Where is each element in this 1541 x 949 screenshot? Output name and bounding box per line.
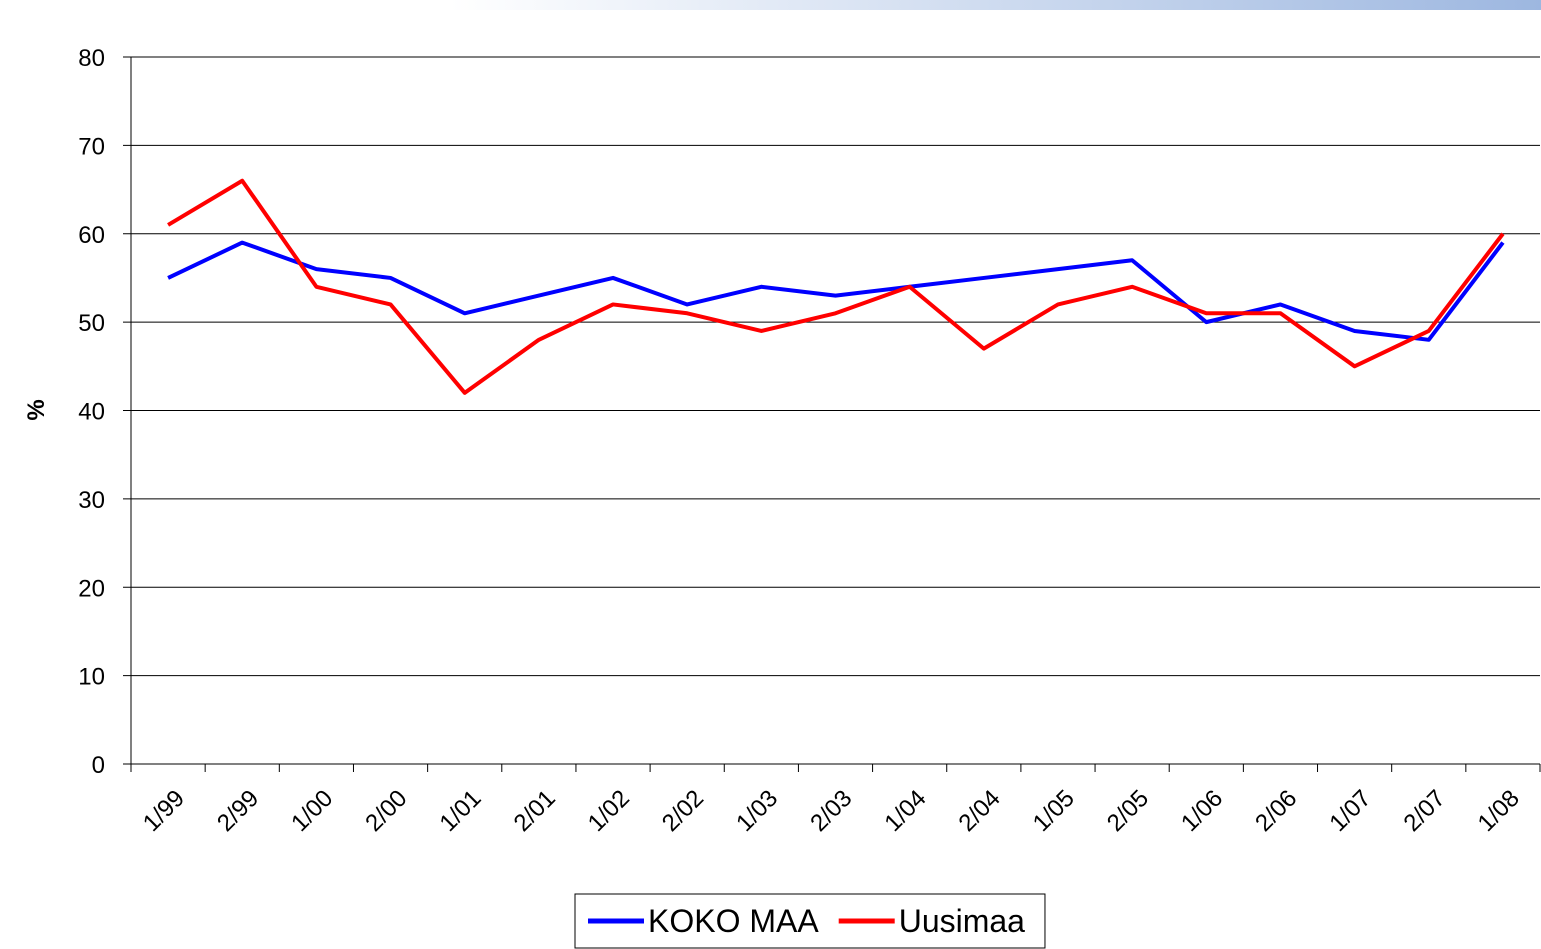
- y-tick-label: 70: [78, 133, 105, 160]
- y-tick-label: 0: [92, 752, 105, 779]
- x-tick-label: 1/06: [1176, 785, 1228, 837]
- legend: KOKO MAA Uusimaa: [574, 893, 1046, 949]
- x-tick-label: 2/05: [1102, 785, 1154, 837]
- y-tick-label: 80: [78, 45, 105, 72]
- x-tick-label: 1/00: [286, 785, 338, 837]
- x-tick-label: 2/01: [509, 785, 561, 837]
- x-tick-label: 2/07: [1399, 785, 1451, 837]
- legend-box: [574, 893, 1046, 949]
- y-tick-label: 50: [78, 310, 105, 337]
- x-tick-label: 1/04: [879, 785, 931, 837]
- series-line: [167, 240, 1505, 342]
- y-tick-label: 60: [78, 222, 105, 249]
- x-tick-label: 1/02: [583, 785, 635, 837]
- x-tick-label: 1/99: [138, 785, 190, 837]
- legend-label: KOKO MAA: [648, 903, 819, 939]
- y-axis-label: %: [23, 399, 50, 420]
- y-tick-label: 20: [78, 575, 105, 602]
- header-band: [450, 0, 1541, 10]
- x-tick-label: 1/01: [434, 785, 486, 837]
- x-tick-label: 1/05: [1028, 785, 1080, 837]
- x-tick-label: 2/04: [954, 785, 1006, 837]
- y-tick-label: 30: [78, 487, 105, 514]
- y-tick-label: 40: [78, 399, 105, 426]
- legend-label: Uusimaa: [899, 903, 1025, 939]
- x-tick-label: 1/08: [1473, 785, 1525, 837]
- y-tick-label: 10: [78, 664, 105, 691]
- x-tick-label: 1/03: [731, 785, 783, 837]
- series-line: [167, 178, 1505, 395]
- x-tick-label: 2/00: [360, 785, 412, 837]
- x-tick-label: 2/06: [1250, 785, 1302, 837]
- x-tick-label: 2/03: [805, 785, 857, 837]
- x-tick-label: 2/02: [657, 785, 709, 837]
- x-tick-label: 1/07: [1324, 785, 1376, 837]
- x-tick-label: 2/99: [212, 785, 264, 837]
